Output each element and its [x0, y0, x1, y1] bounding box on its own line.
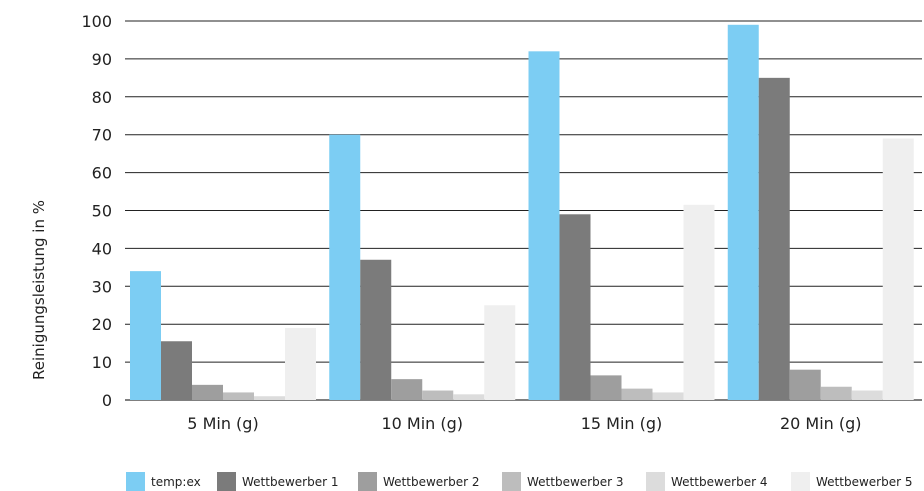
legend-swatch — [646, 472, 665, 491]
legend-label: temp:ex — [151, 475, 201, 489]
bar — [329, 134, 361, 400]
bars — [130, 24, 914, 401]
bar — [758, 77, 790, 400]
y-tick-label: 20 — [92, 315, 112, 334]
bar — [528, 51, 560, 400]
legend: temp:ex Wettbewerber 1 Wettbewerber 2 Wettb… — [126, 472, 912, 491]
bar — [192, 384, 223, 400]
y-tick-label: 80 — [92, 88, 112, 107]
bar — [422, 390, 454, 400]
legend-label: Wettbewerber 4 — [671, 475, 767, 489]
grid-lines — [125, 20, 922, 401]
legend-swatch — [358, 472, 377, 491]
bar — [652, 392, 684, 400]
x-category-label: 15 Min (g) — [581, 414, 663, 433]
x-category-label: 10 Min (g) — [381, 414, 463, 433]
y-tick-label: 10 — [92, 353, 112, 372]
bar — [391, 379, 423, 400]
bar — [360, 259, 392, 400]
legend-label: Wettbewerber 3 — [527, 475, 623, 489]
bar — [223, 392, 254, 400]
x-axis-labels: 5 Min (g) 10 Min (g) 15 Min (g) 20 Min (g) — [187, 414, 861, 433]
y-tick-label: 100 — [81, 12, 112, 31]
legend-label: Wettbewerber 2 — [383, 475, 479, 489]
legend-swatch — [217, 472, 236, 491]
bar — [254, 396, 285, 400]
bar — [882, 138, 914, 401]
y-tick-label: 30 — [92, 277, 112, 296]
y-tick-label: 90 — [92, 50, 112, 69]
bar — [590, 375, 622, 400]
y-axis-label: Reinigungsleistung in % — [30, 200, 48, 380]
y-tick-label: 0 — [102, 391, 112, 410]
bar — [683, 204, 715, 400]
bar — [851, 390, 883, 400]
y-tick-label: 50 — [92, 202, 112, 221]
bar — [559, 214, 591, 400]
legend-swatch — [791, 472, 810, 491]
legend-label: Wettbewerber 1 — [242, 475, 338, 489]
bar — [789, 369, 821, 400]
bar — [453, 394, 485, 400]
legend-swatch — [126, 472, 145, 491]
bar — [484, 305, 516, 400]
x-category-label: 5 Min (g) — [187, 414, 258, 433]
bar — [820, 386, 852, 400]
y-tick-label: 40 — [92, 239, 112, 258]
bar — [621, 388, 653, 400]
y-axis-ticks: 0 10 20 30 40 50 60 70 80 90 100 — [81, 12, 112, 410]
bar — [285, 327, 316, 400]
legend-swatch — [502, 472, 521, 491]
y-tick-label: 70 — [92, 126, 112, 145]
bar — [161, 341, 192, 400]
y-tick-label: 60 — [92, 164, 112, 183]
x-category-label: 20 Min (g) — [780, 414, 862, 433]
bar — [130, 271, 161, 400]
legend-label: Wettbewerber 5 — [816, 475, 912, 489]
bar — [727, 24, 759, 400]
